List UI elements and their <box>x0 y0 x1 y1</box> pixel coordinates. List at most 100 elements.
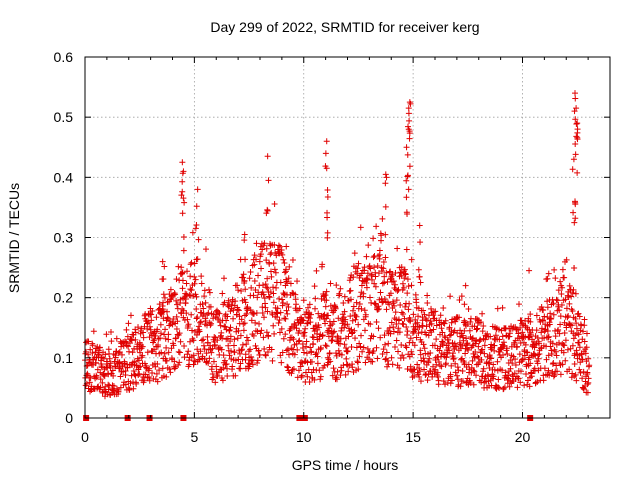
data-point <box>515 375 522 382</box>
data-point <box>165 349 172 356</box>
data-point <box>221 299 228 306</box>
data-point <box>404 276 411 283</box>
data-point <box>126 386 133 393</box>
data-point <box>206 289 213 296</box>
data-point <box>218 346 225 353</box>
data-point <box>176 349 183 356</box>
data-point <box>415 313 422 320</box>
data-point <box>367 265 374 272</box>
data-point <box>441 333 448 340</box>
data-point <box>555 326 562 333</box>
data-point <box>253 240 260 247</box>
data-point <box>241 312 248 319</box>
data-point <box>500 385 507 392</box>
data-point <box>123 326 130 333</box>
data-point <box>200 342 207 349</box>
data-point <box>393 297 400 304</box>
data-point <box>202 299 209 306</box>
data-point <box>368 272 375 279</box>
data-point <box>304 320 311 326</box>
data-point <box>142 371 149 378</box>
data-point <box>178 264 185 271</box>
data-point <box>409 330 416 337</box>
data-point <box>556 330 563 337</box>
data-point <box>443 360 450 367</box>
data-point <box>554 368 561 375</box>
data-point <box>573 133 580 140</box>
data-point <box>295 338 302 345</box>
data-point <box>540 307 547 314</box>
data-point <box>267 289 274 296</box>
data-point <box>541 335 548 342</box>
data-point <box>145 319 152 326</box>
data-point <box>322 150 329 157</box>
data-point <box>468 336 475 343</box>
data-point <box>301 329 308 336</box>
data-point <box>446 347 453 354</box>
data-point <box>388 354 395 361</box>
data-point <box>140 374 147 381</box>
data-point <box>585 375 592 382</box>
data-point <box>223 317 230 324</box>
data-point <box>548 350 555 357</box>
data-point <box>178 270 185 277</box>
data-point <box>261 345 268 352</box>
data-point <box>234 282 241 289</box>
data-point <box>525 333 532 340</box>
data-point <box>283 243 290 250</box>
data-point <box>322 292 329 299</box>
data-point <box>275 319 282 326</box>
data-point <box>96 344 103 351</box>
data-point <box>470 341 477 348</box>
data-point <box>296 327 303 334</box>
data-point <box>314 353 321 360</box>
data-point <box>344 348 351 355</box>
data-point <box>348 326 355 333</box>
data-point <box>264 275 271 282</box>
data-point <box>193 306 200 313</box>
data-point <box>204 333 211 340</box>
data-point <box>545 367 552 374</box>
data-point <box>450 350 457 357</box>
data-point <box>277 243 284 250</box>
data-point <box>135 372 142 379</box>
data-point <box>495 384 502 391</box>
data-point <box>166 322 173 329</box>
data-point <box>582 350 589 357</box>
data-point <box>552 348 559 355</box>
data-point <box>352 335 359 342</box>
data-point <box>117 384 124 391</box>
data-point <box>522 341 529 348</box>
data-point <box>202 246 209 253</box>
data-point <box>276 317 283 324</box>
data-point <box>248 317 255 324</box>
data-point <box>302 369 309 376</box>
data-point <box>576 344 583 351</box>
data-point <box>499 367 506 374</box>
data-point <box>146 365 153 372</box>
data-point <box>490 361 497 368</box>
data-point <box>104 358 111 365</box>
data-point <box>396 329 403 336</box>
data-point <box>208 320 215 327</box>
data-point <box>225 297 232 304</box>
data-point <box>287 280 294 287</box>
data-point <box>360 344 367 351</box>
data-point <box>579 375 586 382</box>
data-point <box>272 269 279 276</box>
data-point <box>451 340 458 347</box>
data-point <box>364 276 371 283</box>
data-point <box>437 362 444 369</box>
data-point <box>316 367 323 374</box>
data-point <box>187 261 194 268</box>
data-point <box>428 320 435 327</box>
data-point <box>421 366 428 373</box>
data-point <box>519 329 526 336</box>
data-point <box>559 266 566 273</box>
data-point <box>394 287 401 294</box>
data-point <box>553 362 560 369</box>
data-point <box>475 343 482 350</box>
data-point <box>188 327 195 334</box>
data-point <box>399 352 406 359</box>
data-point <box>405 110 412 117</box>
